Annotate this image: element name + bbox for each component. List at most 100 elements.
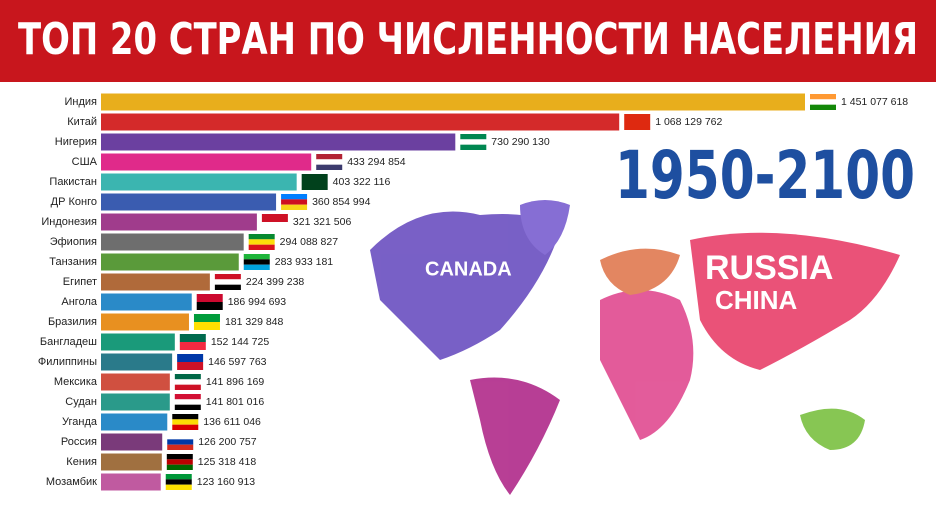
category-label: Эфиопия <box>50 236 97 248</box>
flag <box>243 264 270 270</box>
flag <box>193 322 220 330</box>
flag <box>316 154 343 160</box>
bar <box>101 313 189 331</box>
category-label: Индонезия <box>41 216 97 228</box>
category-label: Нигерия <box>55 136 97 148</box>
flag <box>281 194 308 200</box>
bar <box>101 273 210 291</box>
category-label: Ангола <box>61 296 97 308</box>
value-label: 1 068 129 762 <box>655 116 722 128</box>
flag <box>165 474 192 480</box>
flag <box>196 294 223 302</box>
bar <box>101 433 163 451</box>
flag <box>281 199 308 205</box>
flag <box>165 479 192 485</box>
bar <box>101 413 168 431</box>
flag <box>166 454 193 460</box>
category-label: Кения <box>66 456 97 468</box>
flag <box>196 302 223 310</box>
flag <box>193 314 220 322</box>
chart-title: ТОП 20 СТРАН ПО ЧИСЛЕННОСТИ НАСЕЛЕНИЯ <box>18 14 918 65</box>
flag <box>243 259 270 265</box>
bar <box>101 93 805 111</box>
category-label: Бразилия <box>48 316 97 328</box>
bar <box>101 353 173 371</box>
value-label: 126 200 757 <box>198 436 257 448</box>
flag <box>167 444 194 450</box>
category-label: Судан <box>65 396 97 408</box>
category-label: Россия <box>61 436 97 448</box>
value-label: 125 318 418 <box>198 456 257 468</box>
bar <box>101 373 170 391</box>
value-label: 181 329 848 <box>225 316 284 328</box>
flag <box>261 222 288 230</box>
map-text: RUSSIA <box>705 249 833 287</box>
flag <box>810 104 836 110</box>
flag <box>179 342 206 350</box>
flag <box>281 204 308 210</box>
annotation: 1950-2100 <box>615 137 915 214</box>
bar <box>101 193 277 211</box>
flag <box>174 404 201 410</box>
value-label: 141 896 169 <box>206 376 265 388</box>
value-label: 141 801 016 <box>206 396 265 408</box>
flag <box>177 354 204 362</box>
category-label: Танзания <box>49 256 97 268</box>
map-text: CANADA <box>425 258 512 280</box>
flag <box>810 94 836 100</box>
value-label: 360 854 994 <box>312 196 371 208</box>
value-label: 123 160 913 <box>197 476 256 488</box>
flag <box>167 434 194 440</box>
value-label: 730 290 130 <box>491 136 550 148</box>
value-label: 146 597 763 <box>208 356 267 368</box>
bar <box>101 253 239 271</box>
category-label: Мексика <box>54 376 98 388</box>
bar <box>101 453 162 471</box>
flag <box>172 414 199 420</box>
flag <box>174 379 201 385</box>
bar <box>101 293 192 311</box>
category-label: Мозамбик <box>46 476 97 488</box>
value-label: 1 451 077 618 <box>841 96 908 108</box>
value-label: 186 994 693 <box>228 296 287 308</box>
bar <box>101 173 297 191</box>
flag <box>460 139 487 145</box>
bar <box>101 473 161 491</box>
category-label: Пакистан <box>49 176 97 188</box>
value-label: 403 322 116 <box>333 176 391 188</box>
flag <box>460 134 487 140</box>
bar <box>101 233 244 251</box>
flag <box>174 399 201 405</box>
flag <box>248 234 275 240</box>
flag <box>165 484 192 490</box>
flag <box>624 114 651 130</box>
flag <box>179 334 206 342</box>
value-label: 136 611 046 <box>203 416 261 428</box>
map-text: CHINA <box>715 285 798 315</box>
flag <box>172 424 199 430</box>
category-label: Индия <box>64 96 97 108</box>
flag <box>316 164 343 170</box>
flag <box>316 159 343 165</box>
bar <box>101 393 170 411</box>
flag <box>810 99 836 105</box>
value-label: 321 321 506 <box>293 216 352 228</box>
bar <box>101 213 257 231</box>
category-label: Китай <box>67 116 97 128</box>
title-banner <box>0 0 936 82</box>
flag <box>167 439 194 445</box>
value-label: 294 088 827 <box>280 236 339 248</box>
value-label: 283 933 181 <box>275 256 334 268</box>
flag <box>177 362 204 370</box>
bar <box>101 113 620 131</box>
bar <box>101 153 312 171</box>
world-map: CANADA RUSSIA CHINA <box>370 200 900 495</box>
value-label: 152 144 725 <box>211 336 270 348</box>
category-label: Уганда <box>62 416 98 428</box>
bar <box>101 333 175 351</box>
flag <box>166 459 193 465</box>
flag <box>174 374 201 380</box>
value-label: 433 294 854 <box>347 156 406 168</box>
flag <box>301 174 328 190</box>
